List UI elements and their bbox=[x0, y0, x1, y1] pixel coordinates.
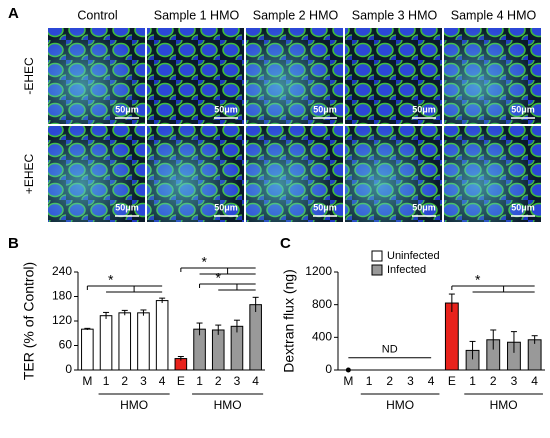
x-tick-label: 3 bbox=[511, 374, 518, 388]
x-tick-label: 3 bbox=[234, 374, 241, 388]
scale-bar-label: 50μm bbox=[115, 202, 139, 212]
y-tick-label: 60 bbox=[59, 338, 73, 352]
x-tick-label: 1 bbox=[469, 374, 476, 388]
y-tick-label: 800 bbox=[312, 297, 332, 311]
bar bbox=[155, 300, 169, 371]
x-tick-label: 4 bbox=[159, 374, 166, 388]
bar bbox=[249, 304, 262, 371]
bar bbox=[527, 339, 542, 371]
x-tick-label: E bbox=[177, 374, 185, 388]
scale-bar-label: 50μm bbox=[313, 202, 337, 212]
micrograph-glow bbox=[345, 126, 442, 222]
bar bbox=[230, 325, 244, 371]
nd-label: ND bbox=[382, 344, 398, 356]
y-tick-label: 0 bbox=[325, 362, 332, 376]
micrograph-glow bbox=[444, 126, 541, 222]
bar bbox=[444, 302, 459, 371]
y-tick-label: 1200 bbox=[305, 264, 332, 278]
significance: * bbox=[201, 254, 207, 270]
micrograph-glow bbox=[48, 28, 145, 124]
y-axis-label: TER (% of Control) bbox=[21, 262, 37, 380]
group-label: HMO bbox=[120, 398, 148, 412]
micrograph bbox=[345, 28, 442, 124]
column-label: Sample 3 HMO bbox=[352, 8, 438, 22]
x-tick-label: M bbox=[82, 374, 92, 388]
micrograph-glow bbox=[444, 28, 541, 124]
x-tick-label: 1 bbox=[103, 374, 110, 388]
column-label: Sample 4 HMO bbox=[451, 8, 537, 22]
column-label: Sample 1 HMO bbox=[154, 8, 240, 22]
bar bbox=[137, 312, 150, 371]
panel-label: B bbox=[8, 235, 19, 252]
significance: * bbox=[216, 270, 222, 286]
x-tick-label: 4 bbox=[531, 374, 538, 388]
row-label: +EHEC bbox=[22, 153, 36, 194]
y-tick-label: 240 bbox=[52, 264, 72, 278]
y-tick-label: 180 bbox=[52, 289, 72, 303]
significance: * bbox=[108, 272, 114, 288]
scale-bar-label: 50μm bbox=[214, 202, 238, 212]
micrograph bbox=[147, 28, 244, 124]
point bbox=[345, 367, 351, 373]
scale-bar-label: 50μm bbox=[313, 104, 337, 114]
micrograph-glow bbox=[147, 126, 244, 222]
panel-label: C bbox=[280, 235, 291, 252]
x-tick-label: M bbox=[343, 374, 353, 388]
x-tick-label: 2 bbox=[386, 374, 393, 388]
y-tick-label: 0 bbox=[65, 362, 72, 376]
y-axis-label: Dextran flux (ng) bbox=[281, 269, 297, 372]
significance: * bbox=[475, 272, 481, 288]
scale-bar-label: 50μm bbox=[511, 202, 535, 212]
bar bbox=[211, 329, 225, 371]
group-label: HMO bbox=[490, 398, 518, 412]
column-label: Control bbox=[77, 8, 117, 22]
x-tick-label: 4 bbox=[252, 374, 259, 388]
y-tick-label: 400 bbox=[312, 330, 332, 344]
x-tick-label: E bbox=[448, 374, 456, 388]
legend-label: Infected bbox=[387, 264, 426, 276]
x-tick-label: 2 bbox=[215, 374, 222, 388]
row-label: -EHEC bbox=[22, 57, 36, 95]
scale-bar-label: 50μm bbox=[412, 104, 436, 114]
scale-bar-label: 50μm bbox=[412, 202, 436, 212]
x-tick-label: 3 bbox=[140, 374, 147, 388]
x-tick-label: 3 bbox=[407, 374, 414, 388]
column-label: Sample 2 HMO bbox=[253, 8, 339, 22]
bar bbox=[118, 312, 132, 371]
x-tick-label: 4 bbox=[428, 374, 435, 388]
legend-swatch bbox=[371, 264, 383, 276]
group-label: HMO bbox=[386, 398, 414, 412]
x-tick-label: 2 bbox=[490, 374, 497, 388]
bar bbox=[81, 328, 94, 371]
panel-label: A bbox=[8, 5, 19, 22]
legend-swatch bbox=[371, 250, 383, 262]
x-tick-label: 2 bbox=[121, 374, 128, 388]
y-tick-label: 120 bbox=[52, 313, 72, 327]
scale-bar-label: 50μm bbox=[115, 104, 139, 114]
x-tick-label: 1 bbox=[366, 374, 373, 388]
micrograph-glow bbox=[246, 28, 343, 124]
legend-label: Uninfected bbox=[387, 250, 440, 262]
scale-bar-label: 50μm bbox=[511, 104, 535, 114]
group-label: HMO bbox=[214, 398, 242, 412]
scale-bar-label: 50μm bbox=[214, 104, 238, 114]
bar bbox=[99, 315, 113, 371]
micrograph-glow bbox=[246, 126, 343, 222]
micrograph-glow bbox=[48, 126, 145, 222]
x-tick-label: 1 bbox=[196, 374, 203, 388]
